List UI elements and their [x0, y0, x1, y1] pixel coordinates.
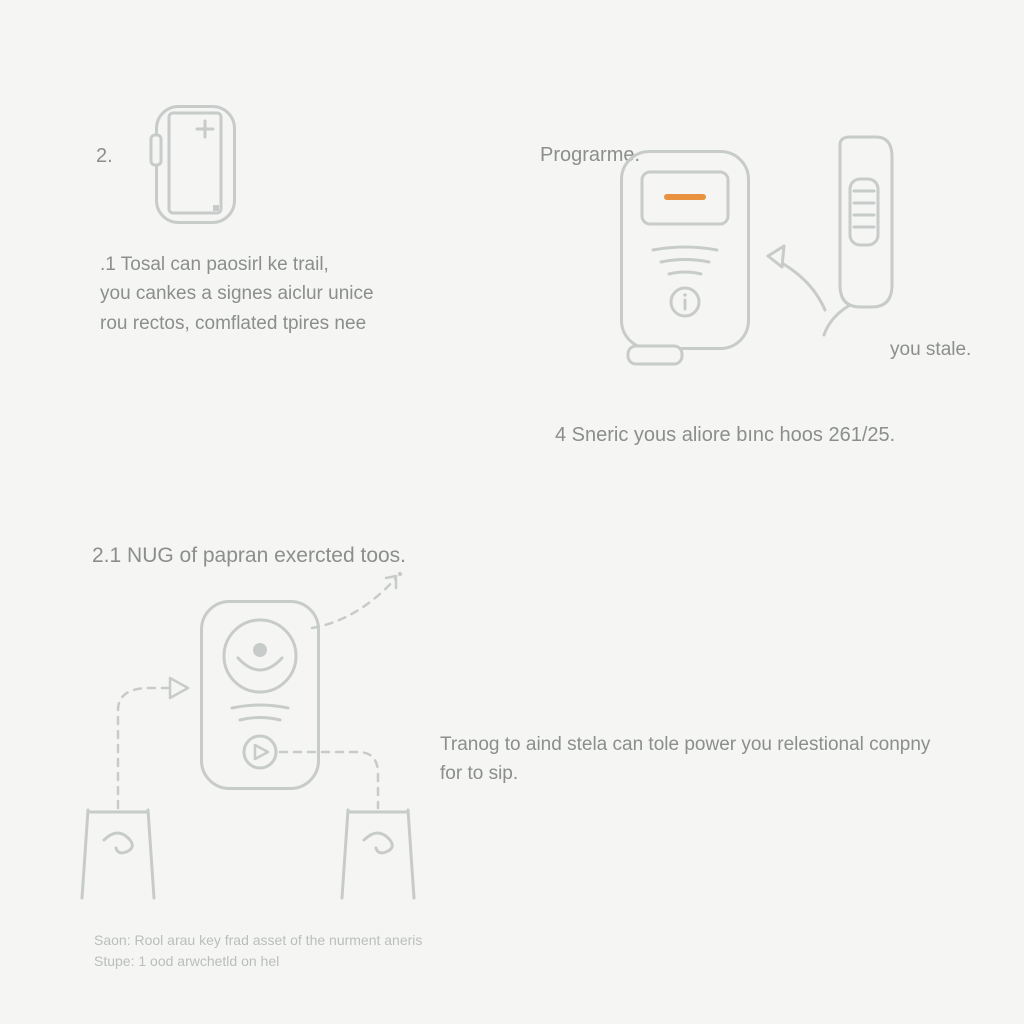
step-top-right-side-label: you stale. — [890, 335, 971, 364]
remote-controller-icon — [620, 150, 760, 370]
step-bottom-right-body-line: for to sip. — [440, 759, 980, 788]
bottom-left-dashed-arrows — [70, 570, 430, 900]
step-top-left-body: .1 Tosal can paosirl ke trail, you canke… — [100, 250, 440, 338]
step-top-right-caption: 4 Sneric yous aliore bınc hoos 261/25. — [555, 420, 895, 451]
step-top-left-body-line: you cankes a signes aiclur unice — [100, 279, 440, 308]
step-top-left-body-line: .1 Tosal can paosirl ke trail, — [100, 250, 440, 279]
footnote-line: Saon: Rool arau key frad asset of the nu… — [94, 930, 422, 951]
step-bottom-left-heading: 2.1 NUG of papran exercted toos. — [92, 540, 406, 573]
footnote-line: Stupe: 1 ood arwchetld on hel — [94, 951, 422, 972]
step-top-left-number: 2. — [96, 145, 113, 168]
footnotes: Saon: Rool arau key frad asset of the nu… — [94, 930, 422, 972]
battery-cartridge-icon — [155, 105, 245, 225]
step-top-left-body-line: rou rectos, comflated tpires nee — [100, 309, 440, 338]
arrow-probe-to-device-icon — [750, 230, 850, 330]
step-bottom-right-body: Tranog to aind stela can tole power you … — [440, 730, 980, 789]
step-bottom-right-body-line: Tranog to aind stela can tole power you … — [440, 730, 980, 759]
